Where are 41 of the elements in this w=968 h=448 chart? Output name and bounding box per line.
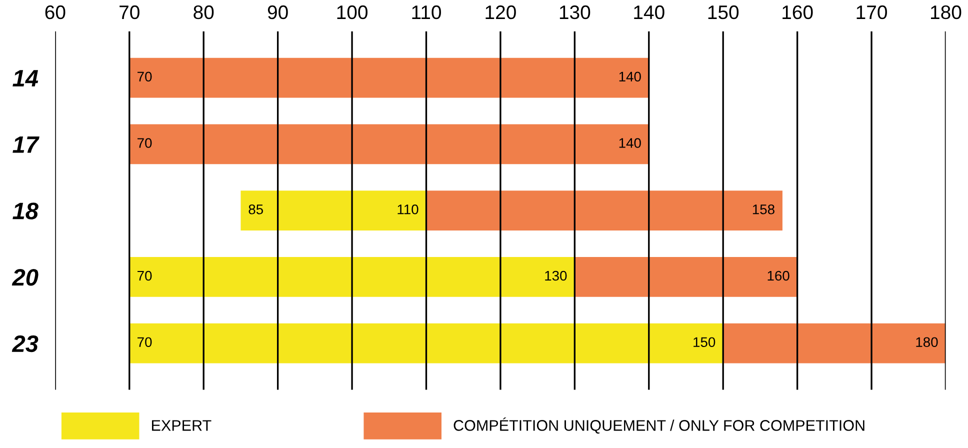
bar bbox=[129, 323, 724, 364]
y-tick-label: 23 bbox=[12, 335, 38, 352]
y-tick-label: 17 bbox=[12, 136, 40, 153]
x-tick-label: 160 bbox=[782, 5, 813, 20]
annotation: 70 bbox=[138, 72, 152, 82]
legend-label: EXPERT bbox=[152, 420, 212, 431]
y-tick-label: 18 bbox=[12, 202, 38, 220]
x-tick-label: 80 bbox=[194, 5, 214, 20]
x-tick-label: 110 bbox=[412, 5, 441, 20]
legend-label: COMPÉTITION UNIQUEMENT / ONLY FOR COMPETITION bbox=[454, 417, 864, 434]
annotation: 70 bbox=[138, 270, 152, 281]
annotation: 150 bbox=[694, 337, 716, 348]
x-tick-label: 150 bbox=[708, 5, 739, 20]
x-tick-label: 90 bbox=[268, 5, 288, 20]
x-tick-label: 70 bbox=[120, 5, 140, 20]
annotation: 140 bbox=[619, 72, 641, 82]
x-tick-label: 130 bbox=[560, 5, 590, 20]
x-tick-label: 60 bbox=[45, 5, 66, 20]
x-tick-label: 100 bbox=[337, 5, 368, 20]
annotation: 140 bbox=[619, 138, 641, 148]
bar bbox=[574, 257, 798, 297]
bar bbox=[426, 190, 782, 230]
x-tick-label: 170 bbox=[856, 5, 887, 20]
annotation: 160 bbox=[768, 270, 790, 281]
bar bbox=[129, 124, 649, 164]
annotation: 130 bbox=[545, 270, 567, 281]
bar bbox=[129, 257, 575, 297]
bar bbox=[129, 58, 649, 98]
bar bbox=[723, 323, 946, 364]
x-tick-label: 180 bbox=[931, 5, 962, 20]
y-tick-label: 14 bbox=[12, 70, 38, 86]
annotation: 110 bbox=[398, 204, 418, 214]
y-tick-label: 20 bbox=[12, 269, 38, 286]
bar bbox=[240, 190, 426, 230]
annotation: 85 bbox=[248, 204, 263, 214]
annotation: 70 bbox=[138, 138, 152, 148]
annotation: 180 bbox=[916, 337, 938, 348]
x-tick-label: 120 bbox=[486, 5, 516, 20]
annotation: 158 bbox=[752, 204, 774, 214]
annotation: 70 bbox=[138, 337, 152, 348]
x-tick-label: 140 bbox=[634, 5, 664, 20]
